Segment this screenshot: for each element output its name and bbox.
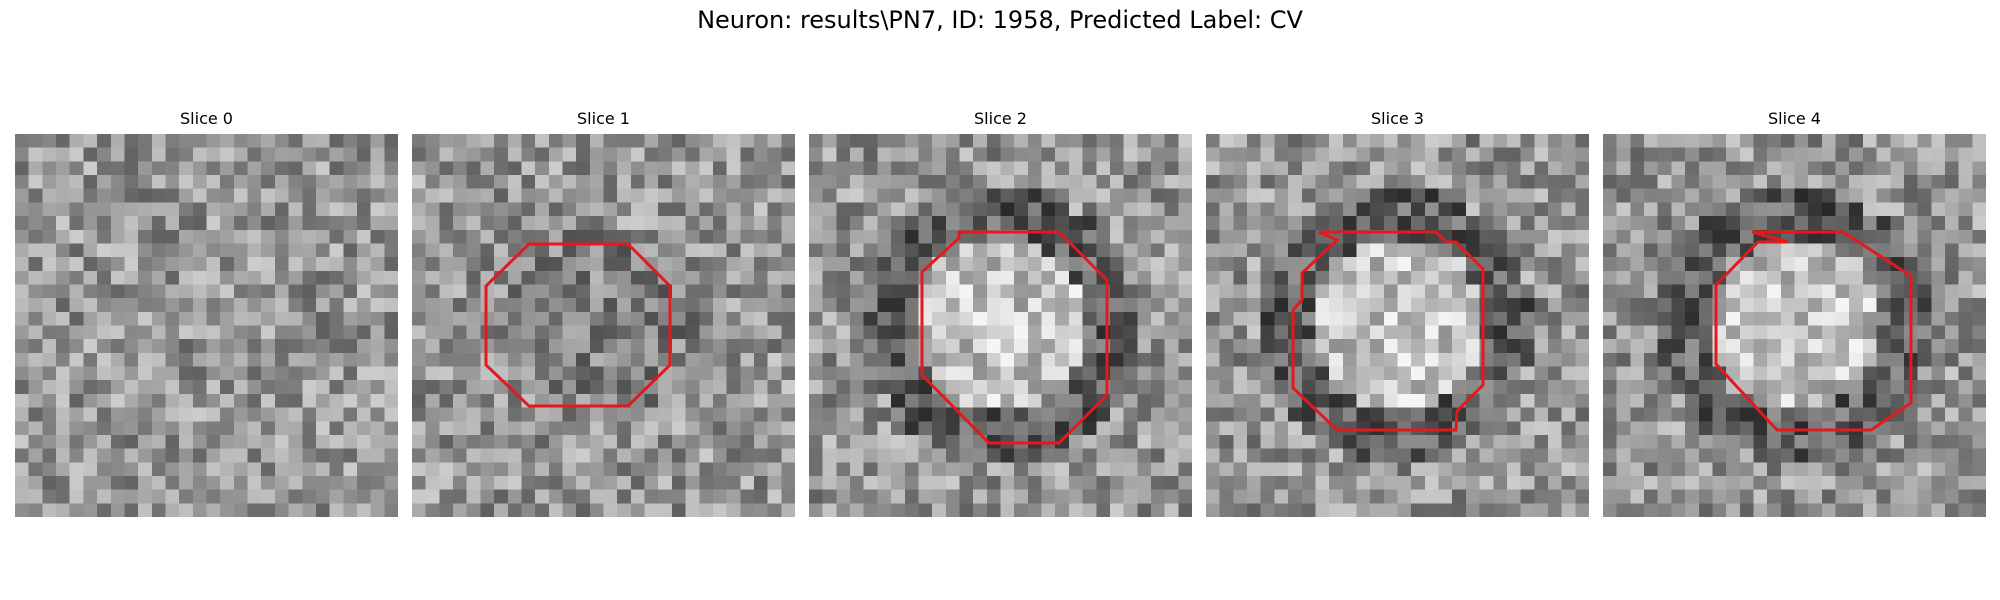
- slice-title: Slice 3: [1371, 109, 1424, 128]
- grayscale-patch: [412, 134, 795, 517]
- slice-image-0: [15, 134, 398, 517]
- segmentation-contour: [484, 242, 672, 408]
- segmentation-contour: [920, 230, 1109, 445]
- slice-title: Slice 1: [577, 109, 630, 128]
- slice-title: Slice 2: [974, 109, 1027, 128]
- slice-panel-1: Slice 1: [412, 110, 795, 517]
- slice-panel-4: Slice 4: [1603, 110, 1986, 517]
- slice-image-4: [1603, 134, 1986, 517]
- slice-image-2: [809, 134, 1192, 517]
- grayscale-patch: [1603, 134, 1986, 517]
- grayscale-patch: [809, 134, 1192, 517]
- slice-panel-3: Slice 3: [1206, 110, 1589, 517]
- slice-title: Slice 0: [180, 109, 233, 128]
- segmentation-contour: [1291, 230, 1485, 432]
- slice-image-3: [1206, 134, 1589, 517]
- grayscale-patch: [1206, 134, 1589, 517]
- slice-title: Slice 4: [1768, 109, 1821, 128]
- grayscale-patch: [15, 134, 398, 517]
- segmentation-contour: [1714, 230, 1913, 432]
- slice-image-1: [412, 134, 795, 517]
- slice-panel-2: Slice 2: [809, 110, 1192, 517]
- slice-panel-0: Slice 0: [15, 110, 398, 517]
- figure-title: Neuron: results\PN7, ID: 1958, Predicted…: [697, 6, 1303, 34]
